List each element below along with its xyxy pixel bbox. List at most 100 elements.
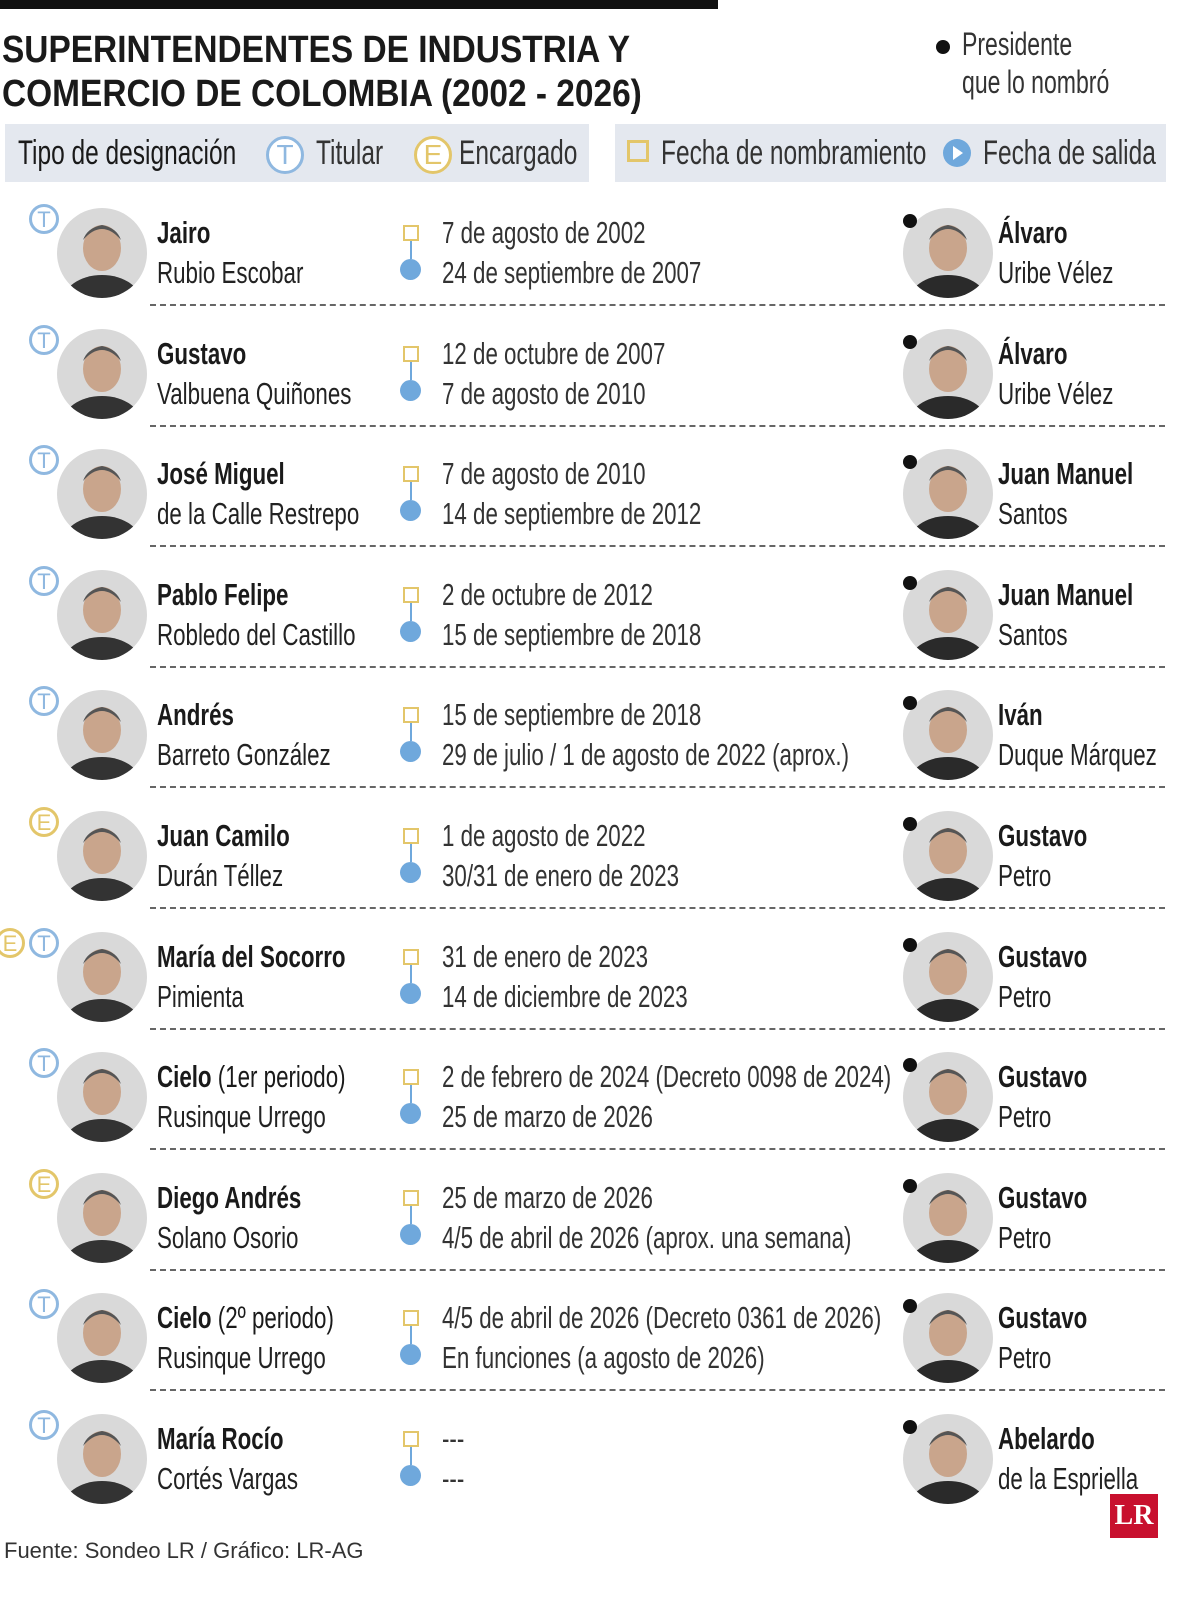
photo-figure — [908, 1310, 988, 1384]
end-date-text: En funciones (a agosto de 2026) — [442, 1340, 765, 1376]
official-last-text: Valbuena Quiñones — [157, 375, 352, 411]
official-last: Rusinque Urrego — [157, 1340, 391, 1376]
photo — [57, 1414, 147, 1504]
president-last: Uribe Vélez — [998, 255, 1158, 291]
start-date-text: 25 de marzo de 2026 — [442, 1179, 653, 1215]
president-last-text: Duque Márquez — [998, 737, 1157, 773]
president-first: Juan Manuel — [998, 577, 1186, 613]
badge-letter: T — [37, 1051, 51, 1077]
president-first: Gustavo — [998, 1059, 1122, 1095]
start-icon — [403, 586, 419, 603]
badge-letter: T — [37, 568, 51, 594]
type-badge: T — [29, 686, 59, 717]
photo-figure — [62, 466, 142, 540]
photo-figure — [908, 707, 988, 781]
president-last-text: Santos — [998, 496, 1068, 532]
end-date-text: 24 de septiembre de 2007 — [442, 255, 702, 290]
start-icon — [403, 948, 419, 965]
start-icon — [403, 707, 419, 724]
type-badge: T — [29, 204, 59, 234]
official-first-text: Pablo Felipe — [157, 576, 289, 612]
photo — [903, 1414, 993, 1504]
type-badge: T — [29, 1289, 59, 1320]
start-date: 12 de octubre de 2007 — [442, 336, 752, 372]
start-date: 7 de agosto de 2002 — [442, 215, 725, 251]
president-dot — [936, 40, 950, 54]
official-note: (2º periodo) — [217, 1300, 334, 1336]
photo-figure — [908, 1069, 988, 1143]
photo — [57, 690, 147, 781]
president-legend: Presidente — [962, 26, 1115, 63]
end-icon — [943, 139, 971, 167]
title: SUPERINTENDENTES DE INDUSTRIA Y — [2, 28, 716, 72]
type-badge: T — [29, 927, 59, 958]
official-last-text: Rusinque Urrego — [157, 1099, 326, 1135]
photo-figure — [908, 828, 988, 901]
connector — [410, 482, 412, 501]
badge-letter: E — [36, 1171, 52, 1197]
row-divider — [150, 907, 1165, 909]
start-icon — [403, 1189, 419, 1206]
official-first: Cielo (1er periodo) — [157, 1059, 419, 1095]
official-first-text: Cielo (2º periodo) — [157, 1300, 334, 1336]
official-last: Valbuena Quiñones — [157, 376, 427, 412]
official-first: Gustavo — [157, 336, 281, 372]
official-first-text: Andrés — [157, 697, 234, 733]
photo-figure — [62, 586, 142, 660]
official-first: María del Socorro — [157, 939, 419, 975]
photo-figure — [908, 225, 988, 298]
type-badge: T — [29, 1048, 59, 1079]
official-last-text: de la Calle Restrepo — [157, 496, 360, 532]
president-first-text: Gustavo — [998, 938, 1088, 974]
end-date: 4/5 de abril de 2026 (aprox. una semana) — [442, 1220, 1011, 1256]
start-icon — [403, 466, 419, 483]
photo — [903, 1293, 993, 1384]
start-icon — [403, 225, 419, 241]
start-icon — [403, 1310, 419, 1327]
badge-letter: E — [423, 139, 443, 170]
official-last-text: Cortés Vargas — [157, 1461, 299, 1496]
president-last: de la Espriella — [998, 1461, 1193, 1497]
official-first: Diego Andrés — [157, 1180, 357, 1216]
badge-letter: T — [37, 327, 51, 353]
photo — [57, 811, 147, 901]
president-last: Petro — [998, 979, 1072, 1015]
connector — [410, 1447, 412, 1465]
start-date-text: 7 de agosto de 2002 — [442, 215, 646, 250]
badge-letter: T — [276, 139, 294, 170]
end-icon — [400, 379, 421, 401]
end-date-text: 15 de septiembre de 2018 — [442, 616, 702, 652]
row-divider — [150, 424, 1165, 427]
president-last-text: Petro — [998, 858, 1052, 893]
start-date-text: 2 de octubre de 2012 — [442, 576, 653, 612]
start-date-text: 12 de octubre de 2007 — [442, 335, 666, 371]
legend-label: Encargado — [459, 134, 623, 173]
start-date: 2 de febrero de 2024 (Decreto 0098 de 20… — [442, 1059, 1066, 1095]
badge-letter: T — [37, 1292, 51, 1318]
photo — [57, 1172, 147, 1263]
president-last-text: de la Espriella — [998, 1461, 1139, 1496]
end-date: 7 de agosto de 2010 — [442, 376, 725, 412]
president-first: Gustavo — [998, 939, 1122, 975]
photo-figure — [62, 345, 142, 419]
president-dot — [903, 817, 917, 831]
photo — [903, 449, 993, 540]
end-date: 14 de diciembre de 2023 — [442, 979, 783, 1015]
legend-badge: T — [266, 136, 304, 174]
official-note: (1er periodo) — [217, 1059, 346, 1095]
president-dot — [903, 575, 917, 590]
start-date: 25 de marzo de 2026 — [442, 1180, 735, 1216]
photo-figure — [908, 345, 988, 419]
president-last: Duque Márquez — [998, 737, 1200, 773]
type-badge: T — [29, 324, 59, 355]
start-date: 1 de agosto de 2022 — [442, 818, 725, 854]
type-badge: T — [29, 445, 59, 476]
official-last-text: Rubio Escobar — [157, 255, 304, 290]
row-divider — [150, 786, 1165, 789]
president-dot — [903, 1420, 917, 1434]
start-icon — [627, 140, 649, 162]
connector — [410, 361, 412, 380]
official-last: Rubio Escobar — [157, 255, 360, 291]
president-last: Petro — [998, 1220, 1072, 1256]
president-dot — [903, 1178, 917, 1193]
